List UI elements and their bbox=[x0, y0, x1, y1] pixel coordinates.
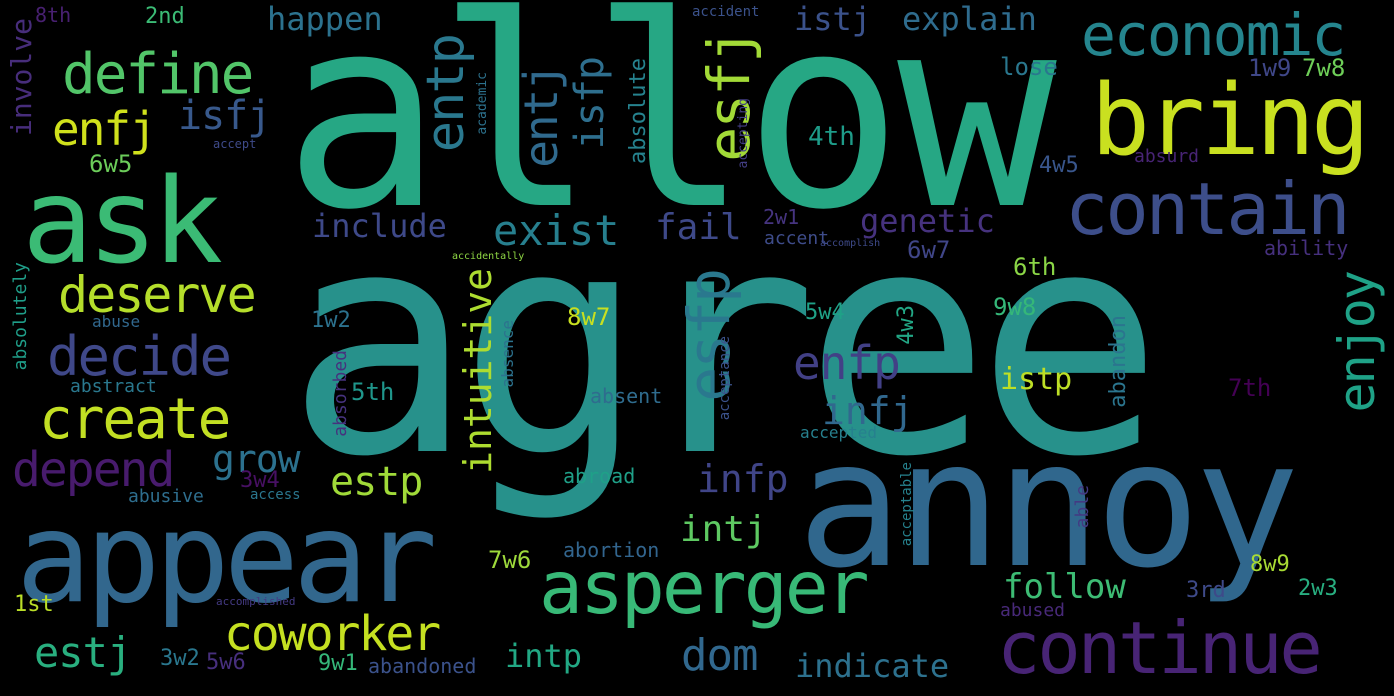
word: academic bbox=[475, 72, 490, 135]
word: 3rd bbox=[1186, 578, 1226, 603]
word: 8w9 bbox=[1250, 552, 1290, 577]
word: isfj bbox=[178, 93, 271, 139]
word: access bbox=[250, 487, 301, 503]
word: abuse bbox=[92, 312, 141, 331]
word: involve bbox=[5, 18, 38, 137]
word: 1w9 bbox=[1248, 54, 1292, 82]
word: 7w6 bbox=[488, 546, 532, 574]
word: 2w3 bbox=[1298, 576, 1338, 601]
word: exist bbox=[493, 206, 620, 255]
word: accomplish bbox=[820, 238, 881, 249]
word: create bbox=[39, 387, 231, 452]
word: enfj bbox=[52, 102, 157, 156]
word: able bbox=[1072, 485, 1093, 529]
word: isfp bbox=[567, 57, 613, 150]
word: 8w7 bbox=[567, 303, 611, 331]
word: enjoy bbox=[1328, 272, 1386, 413]
word: absolute bbox=[626, 58, 651, 164]
word: deserve bbox=[58, 266, 257, 324]
word: abortion bbox=[563, 538, 660, 562]
word: accent bbox=[764, 228, 830, 249]
word: intj bbox=[680, 509, 767, 550]
word: indicate bbox=[795, 647, 950, 685]
word: 8th bbox=[35, 3, 72, 27]
word: accidentally bbox=[452, 251, 525, 262]
word: 9w8 bbox=[993, 293, 1037, 321]
word: annoy bbox=[797, 404, 1300, 607]
word: absolutely bbox=[10, 262, 31, 371]
word: 5w4 bbox=[805, 300, 845, 325]
word: appear bbox=[16, 486, 438, 631]
word: 7th bbox=[1228, 374, 1272, 402]
word: 4w3 bbox=[894, 305, 919, 345]
word: accomplished bbox=[216, 595, 296, 608]
word: asperger bbox=[539, 546, 870, 631]
word: define bbox=[62, 42, 254, 107]
word: enfp bbox=[793, 336, 901, 390]
word: 3w2 bbox=[160, 646, 200, 671]
word: continue bbox=[997, 606, 1323, 690]
word: abusive bbox=[128, 486, 204, 507]
word: 2nd bbox=[145, 4, 185, 29]
word: accept bbox=[213, 137, 257, 151]
word: 6w7 bbox=[907, 236, 951, 264]
word: bring bbox=[1091, 64, 1370, 178]
word: absence bbox=[498, 320, 517, 388]
word: grow bbox=[212, 437, 301, 481]
word: accident bbox=[692, 4, 760, 20]
word: abandoned bbox=[368, 654, 477, 678]
word: lose bbox=[1000, 53, 1058, 81]
word: contain bbox=[1065, 167, 1350, 251]
word: 6th bbox=[1013, 253, 1057, 281]
word: include bbox=[312, 207, 447, 245]
word: fail bbox=[655, 207, 742, 248]
word: accepting bbox=[736, 98, 751, 169]
word: estp bbox=[330, 459, 423, 505]
word: istj bbox=[794, 0, 872, 38]
word: ability bbox=[1264, 236, 1349, 260]
word: entj bbox=[514, 65, 568, 168]
word: abroad bbox=[563, 464, 636, 488]
word: 4w5 bbox=[1039, 153, 1079, 178]
word: intp bbox=[505, 637, 583, 675]
word: infp bbox=[697, 457, 789, 501]
word: 1w2 bbox=[311, 308, 351, 333]
word: 7w8 bbox=[1302, 54, 1346, 82]
word: absorbed bbox=[330, 350, 351, 437]
word: dom bbox=[681, 630, 758, 681]
word: acceptance bbox=[717, 336, 733, 421]
word: 1st bbox=[14, 592, 54, 617]
word: 9w1 bbox=[318, 651, 358, 676]
word: allow bbox=[283, 0, 1057, 268]
word: 5th bbox=[351, 378, 395, 406]
word: estj bbox=[34, 628, 132, 677]
word: intuitive bbox=[456, 268, 500, 474]
word: abandon bbox=[1106, 315, 1131, 408]
word: 4th bbox=[808, 122, 855, 152]
word: depend bbox=[12, 442, 175, 498]
word: agree bbox=[286, 164, 1163, 525]
word: 6w5 bbox=[89, 150, 133, 178]
word: follow bbox=[1003, 567, 1126, 607]
word: absurd bbox=[1134, 146, 1200, 167]
word: infj bbox=[822, 389, 914, 433]
word: entp bbox=[416, 35, 476, 153]
word: ask bbox=[22, 152, 223, 290]
word: abstract bbox=[70, 376, 157, 397]
word: 3w4 bbox=[240, 468, 280, 493]
word: economic bbox=[1081, 1, 1346, 69]
word: istp bbox=[1000, 362, 1073, 397]
word: 5w6 bbox=[206, 650, 246, 675]
word: happen bbox=[267, 0, 383, 38]
word: absent bbox=[590, 384, 663, 408]
word: acceptable bbox=[899, 462, 915, 547]
word: explain bbox=[902, 0, 1037, 38]
word: genetic bbox=[860, 202, 995, 240]
word: coworker bbox=[224, 606, 441, 662]
word: 2w1 bbox=[763, 205, 800, 229]
word: decide bbox=[47, 325, 232, 388]
word: accepted bbox=[800, 423, 878, 442]
word: abused bbox=[1000, 600, 1066, 621]
